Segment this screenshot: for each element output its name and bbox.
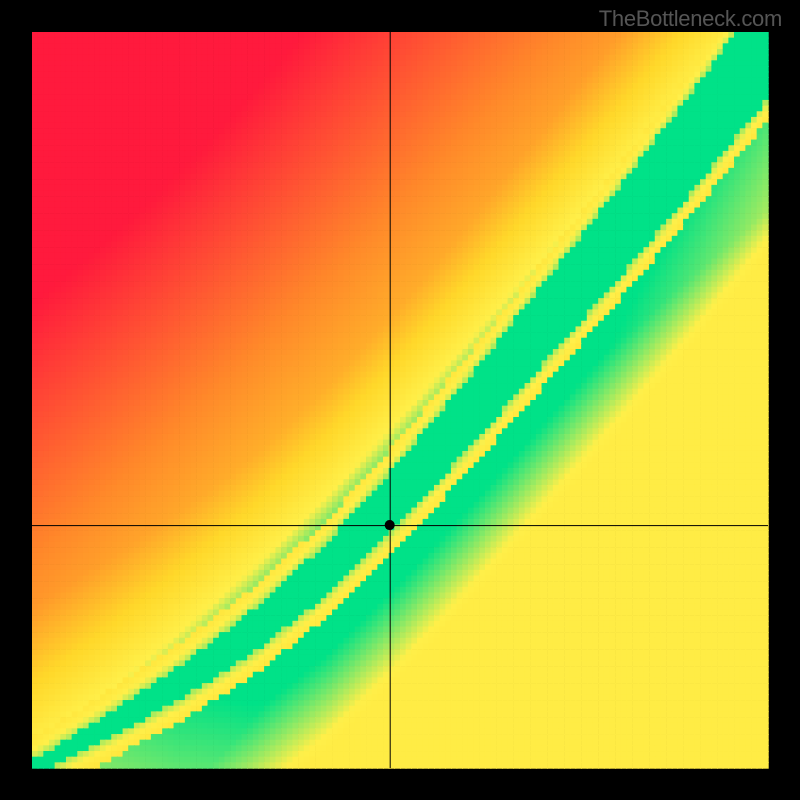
heatmap-canvas: [0, 0, 800, 800]
chart-container: TheBottleneck.com: [0, 0, 800, 800]
